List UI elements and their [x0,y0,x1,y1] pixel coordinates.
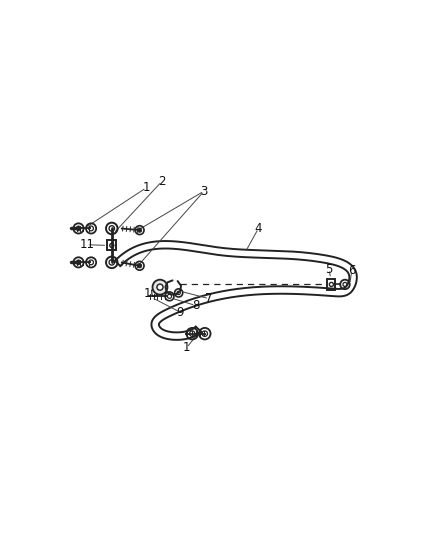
Circle shape [76,260,81,265]
Text: 4: 4 [254,222,262,235]
Text: 9: 9 [177,306,184,319]
Text: 2: 2 [158,175,166,188]
Text: 11: 11 [80,238,95,251]
Text: 5: 5 [325,263,333,276]
Text: 8: 8 [192,299,199,312]
Text: 6: 6 [348,264,356,277]
Text: 7: 7 [205,292,213,305]
Circle shape [138,263,142,268]
Bar [107,240,116,251]
Circle shape [152,280,167,295]
Circle shape [138,228,142,232]
Text: 1: 1 [143,181,150,194]
Circle shape [157,284,163,290]
Text: 3: 3 [201,184,208,198]
Text: 1: 1 [183,342,190,354]
Bar [327,279,336,290]
Circle shape [76,226,81,231]
Text: 10: 10 [144,287,159,300]
